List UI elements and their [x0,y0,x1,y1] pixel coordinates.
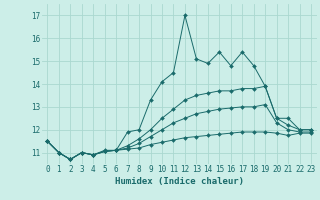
X-axis label: Humidex (Indice chaleur): Humidex (Indice chaleur) [115,177,244,186]
